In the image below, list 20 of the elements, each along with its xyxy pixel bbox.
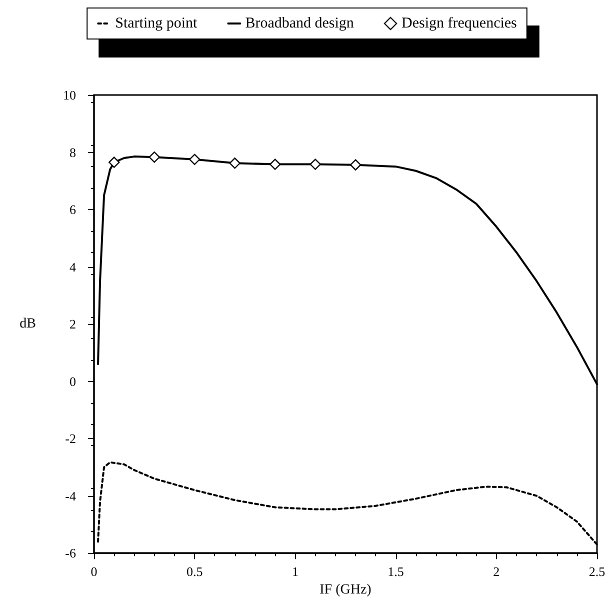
x-tick-label: 2 [493, 564, 500, 580]
x-tick-label: 1.5 [388, 564, 404, 580]
y-axis-title: dB [20, 316, 36, 332]
y-tick-label: 0 [70, 374, 76, 389]
legend-label: Design frequencies [402, 16, 518, 32]
y-tick-label: -2 [65, 431, 76, 446]
y-tick-label: 4 [70, 259, 76, 274]
legend-label: Broadband design [245, 16, 354, 32]
y-tick-label: 6 [70, 202, 76, 218]
x-tick-label: 2.5 [588, 564, 606, 580]
x-tick-label: 0.5 [186, 564, 203, 580]
y-tick-label: 8 [70, 144, 76, 160]
x-tick-label: 1 [292, 564, 298, 580]
y-tick-label: 10 [63, 88, 76, 102]
y-tick-label: 2 [70, 316, 76, 332]
x-axis-title: IF (GHz) [320, 582, 372, 598]
y-tick-label: -4 [65, 488, 76, 504]
legend-label: Starting point [115, 16, 198, 32]
y-tick-label: -6 [65, 546, 76, 561]
x-tick-label: 0 [90, 564, 98, 580]
